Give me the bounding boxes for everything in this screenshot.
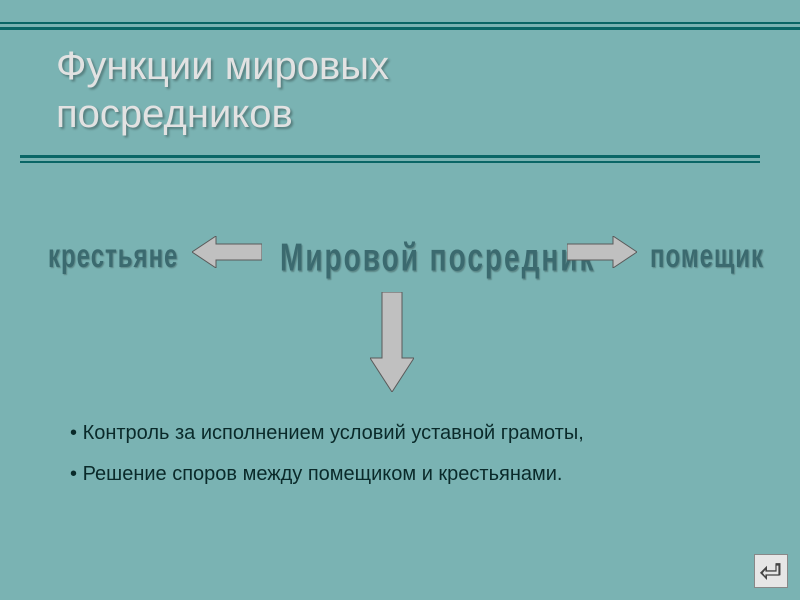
return-arrow-icon	[760, 562, 782, 580]
label-mediator: Мировой посредник	[280, 236, 596, 281]
rule-top-thick	[0, 27, 800, 30]
bullet-item-1: Контроль за исполнением условий уставной…	[70, 422, 584, 445]
rule-mid-thin	[20, 161, 760, 163]
title-line-1: Функции мировых	[56, 44, 389, 88]
slide-title: Функции мировых посредников	[56, 42, 389, 138]
label-landlord: помещик	[650, 237, 764, 276]
nav-return-button[interactable]	[754, 554, 788, 588]
label-peasants: крестьяне	[48, 237, 178, 276]
title-line-2: посредников	[56, 92, 293, 136]
bullet-item-2: Решение споров между помещиком и крестья…	[70, 463, 584, 486]
rule-mid-thick	[20, 155, 760, 158]
bullet-list: Контроль за исполнением условий уставной…	[70, 422, 584, 504]
rule-top-thin	[0, 22, 800, 24]
arrow-down-icon	[370, 292, 414, 392]
arrow-left-icon	[192, 236, 262, 268]
arrow-right-icon	[567, 236, 637, 268]
